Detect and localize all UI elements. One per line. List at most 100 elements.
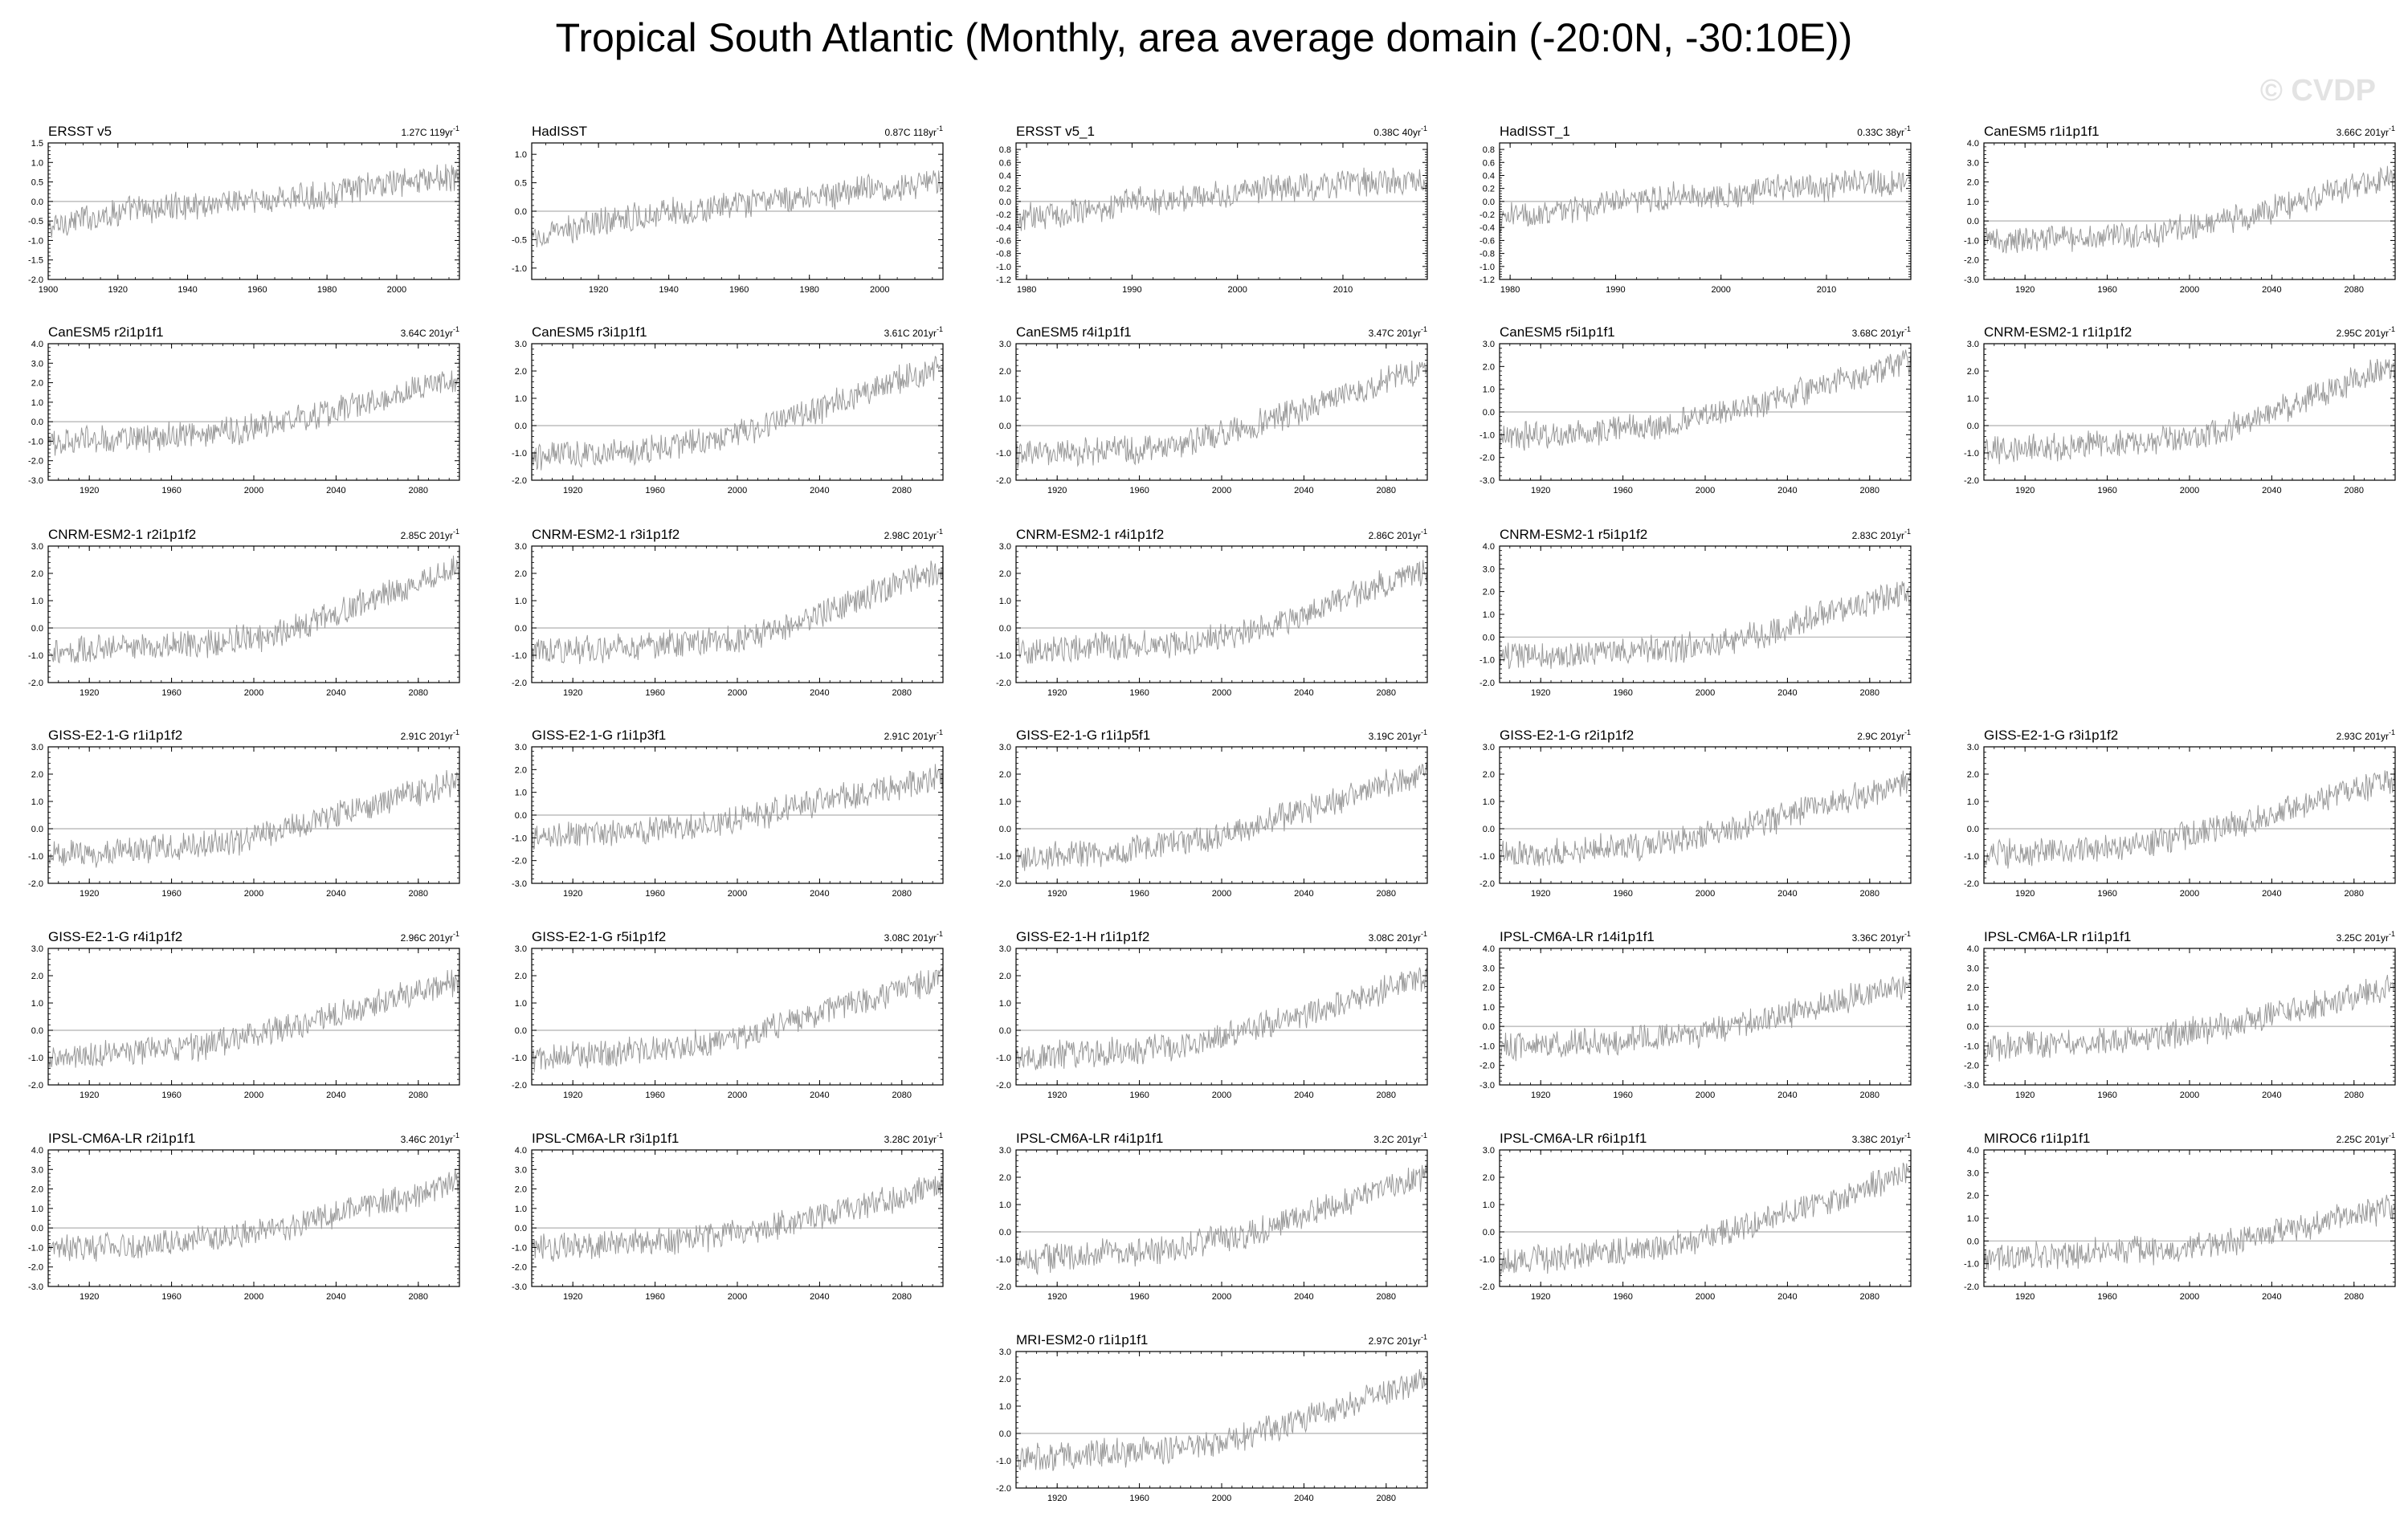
y-tick-label: -2.0: [1479, 679, 1495, 688]
x-tick-label: 2000: [1696, 688, 1715, 698]
panel-title: CNRM-ESM2-1 r4i1p1f2: [1016, 527, 1164, 542]
y-tick-label: -3.0: [1479, 476, 1495, 486]
y-tick-label: -1.0: [1479, 852, 1495, 862]
panel-cnrm-esm2-1-r2i1p1f2: CNRM-ESM2-1 r2i1p1f2 2.85C 201yr-1 3.0 2.0 1…: [28, 527, 460, 698]
x-tick-label: 1960: [161, 1292, 181, 1302]
trend-label: 2.91C 201yr-1: [884, 728, 943, 742]
x-tick-label: 2000: [728, 1292, 747, 1302]
y-tick-label: 0.0: [999, 198, 1011, 207]
x-tick-label: 2080: [1377, 1091, 1396, 1100]
plot-frame: [1015, 1351, 1428, 1489]
series-line: [47, 769, 460, 868]
x-tick-label: 1960: [161, 1091, 181, 1100]
y-tick-label: -2.0: [996, 679, 1011, 688]
y-tick-label: 4.0: [31, 340, 43, 349]
series-line: [1499, 770, 1912, 866]
y-tick-label: 1.0: [1967, 198, 1979, 207]
plot-frame: [1499, 1149, 1912, 1287]
panel-ersst-v5-1: ERSST v5_1 0.38C 40yr-1 0.8 0.6 0.4 0.2 0.0 -0.…: [996, 124, 1428, 295]
panel-cnrm-esm2-1-r1i1p1f2: CNRM-ESM2-1 r1i1p1f2 2.95C 201yr-1 3.0 2.0 1…: [1964, 324, 2396, 495]
x-tick-label: 2000: [2180, 889, 2199, 899]
x-tick-label: 1920: [1531, 486, 1550, 495]
x-tick-label: 2000: [244, 688, 263, 698]
panel-miroc6-r1i1p1f1: MIROC6 r1i1p1f1 2.25C 201yr-1 4.0 3.0 2.0 1.0…: [1964, 1131, 2396, 1302]
x-tick-label: 1960: [645, 688, 664, 698]
trend-label: 3.08C 201yr-1: [1369, 930, 1427, 944]
y-tick-label: 1.0: [1967, 1214, 1979, 1224]
panel-giss-e2-1-g-r1i1p5f1: GISS-E2-1-G r1i1p5f1 3.19C 201yr-1 3.0 2.0 1…: [996, 728, 1428, 899]
panel-title: GISS-E2-1-G r1i1p1f2: [48, 728, 182, 743]
series-line: [47, 370, 460, 456]
plot-frame: [1015, 142, 1428, 280]
panel-title: IPSL-CM6A-LR r6i1p1f1: [1500, 1131, 1647, 1146]
panel-title: HadISST: [532, 124, 587, 139]
y-tick-label: 1.0: [999, 394, 1011, 404]
plot-frame: [1983, 746, 2396, 884]
x-tick-label: 2000: [2180, 1292, 2199, 1302]
y-tick-label: 1.0: [515, 150, 527, 160]
y-tick-label: 2.0: [31, 379, 43, 389]
y-tick-label: 3.0: [1967, 964, 1979, 973]
y-tick-label: 1.0: [1967, 797, 1979, 807]
y-tick-label: 2.0: [999, 367, 1011, 377]
plot-frame: [1983, 1149, 2396, 1287]
x-tick-label: 1990: [1122, 285, 1141, 295]
y-tick-label: 4.0: [1967, 139, 1979, 149]
x-tick-label: 2040: [1294, 1292, 1313, 1302]
y-tick-label: -2.0: [512, 1263, 527, 1273]
x-tick-label: 2000: [244, 889, 263, 899]
y-tick-label: 0.0: [999, 624, 1011, 634]
series-line: [1015, 1368, 1428, 1471]
series-line: [47, 968, 460, 1068]
x-tick-label: 2000: [1696, 486, 1715, 495]
x-tick-label: 1920: [2015, 1091, 2035, 1100]
x-tick-label: 1980: [799, 285, 818, 295]
x-tick-label: 1920: [1531, 1091, 1550, 1100]
x-tick-label: 1920: [2015, 486, 2035, 495]
x-tick-label: 1920: [2015, 1292, 2035, 1302]
y-tick-label: -1.0: [512, 651, 527, 661]
x-tick-label: 2040: [2262, 486, 2281, 495]
series-line: [47, 555, 460, 664]
y-tick-label: -1.0: [1964, 1042, 1979, 1051]
x-tick-label: 1960: [1613, 1091, 1632, 1100]
x-tick-label: 1920: [1047, 1091, 1067, 1100]
y-tick-label: 2.0: [999, 1173, 1011, 1183]
x-tick-label: 1960: [2097, 285, 2116, 295]
y-tick-label: 0.0: [1483, 1228, 1495, 1237]
panel-title: IPSL-CM6A-LR r1i1p1f1: [1984, 929, 2131, 944]
series-line: [531, 355, 944, 471]
series-line: [47, 164, 460, 239]
panel-title: GISS-E2-1-G r4i1p1f2: [48, 929, 182, 944]
y-tick-label: 0.6: [1483, 158, 1495, 168]
trend-label: 3.66C 201yr-1: [2337, 124, 2395, 138]
cvdp-watermark: © CVDP: [2259, 74, 2376, 108]
panel-title: CNRM-ESM2-1 r2i1p1f2: [48, 527, 196, 542]
y-tick-label: -2.0: [28, 457, 43, 467]
panel-giss-e2-1-g-r3i1p1f2: GISS-E2-1-G r3i1p1f2 2.93C 201yr-1 3.0 2.0 1…: [1964, 728, 2396, 899]
trend-label: 2.83C 201yr-1: [1852, 528, 1911, 541]
series-line: [1015, 762, 1428, 871]
series-line: [1015, 361, 1428, 469]
y-tick-label: -1.0: [996, 263, 1011, 272]
series-line: [1015, 560, 1428, 664]
x-tick-label: 2040: [1777, 889, 1797, 899]
panel-ipsl-cm6a-lr-r4i1p1f1: IPSL-CM6A-LR r4i1p1f1 3.2C 201yr-1 3.0 2.0 1…: [996, 1131, 1428, 1302]
y-tick-label: -0.5: [28, 217, 43, 226]
x-tick-label: 1960: [1129, 1091, 1149, 1100]
series-line: [1015, 167, 1428, 231]
y-tick-label: 0.4: [999, 171, 1011, 181]
y-tick-label: -2.0: [512, 679, 527, 688]
x-tick-label: 1920: [1531, 688, 1550, 698]
y-tick-label: -2.0: [996, 879, 1011, 889]
y-tick-label: -3.0: [1964, 275, 1979, 285]
y-tick-label: 0.0: [515, 207, 527, 217]
trend-label: 3.36C 201yr-1: [1852, 930, 1911, 944]
panel-mri-esm2-0-r1i1p1f1: MRI-ESM2-0 r1i1p1f1 2.97C 201yr-1 3.0 2.0 1.…: [996, 1332, 1428, 1503]
y-tick-label: 1.5: [31, 139, 43, 149]
y-tick-label: -3.0: [512, 879, 527, 889]
y-tick-label: 1.0: [999, 797, 1011, 807]
y-tick-label: -1.0: [28, 1054, 43, 1063]
x-tick-label: 1980: [1017, 285, 1036, 295]
y-tick-label: 3.0: [31, 1165, 43, 1175]
